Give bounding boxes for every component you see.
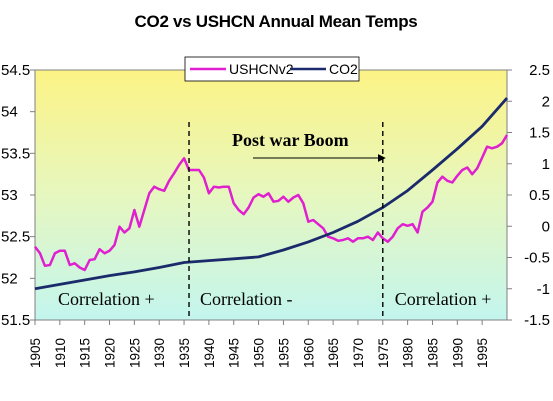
x-tick-label: 1995 bbox=[475, 338, 490, 368]
right-y-tick-label: 0.5 bbox=[529, 187, 550, 204]
x-tick-label: 1910 bbox=[53, 338, 68, 368]
left-y-tick-label: 52 bbox=[1, 270, 18, 287]
right-y-tick-label: 0 bbox=[542, 218, 550, 235]
x-tick-label: 1925 bbox=[127, 338, 142, 368]
x-tick-label: 1905 bbox=[28, 338, 43, 368]
x-tick-label: 1950 bbox=[252, 338, 267, 368]
x-tick-label: 1955 bbox=[276, 338, 291, 368]
x-tick-label: 1935 bbox=[177, 338, 192, 368]
left-y-tick-label: 53 bbox=[1, 187, 18, 204]
series-line-ushcn bbox=[34, 134, 509, 272]
right-y-tick-label: -1.5 bbox=[524, 312, 550, 329]
correlation-label: Correlation + bbox=[58, 289, 155, 309]
left-y-tick-label: 54.5 bbox=[1, 62, 30, 79]
right-y-axis: -1.5 -1 -0.5 0 0.5 1 1.5 2 2.5 bbox=[507, 62, 550, 329]
x-tick-label: 1970 bbox=[351, 338, 366, 368]
left-y-tick-label: 53.5 bbox=[1, 145, 30, 162]
x-tick-label: 1960 bbox=[301, 338, 316, 368]
legend-label-co2: CO2 bbox=[329, 61, 358, 77]
right-y-tick-label: -1 bbox=[537, 281, 550, 298]
annotation-layer: Post war Boom Correlation + Correlation - C… bbox=[58, 122, 491, 320]
legend: USHCNv2 CO2 bbox=[184, 56, 360, 82]
x-axis: 1905 1910 1915 1920 1925 1930 1935 1940 1945 1950… bbox=[28, 320, 490, 368]
left-y-axis: 51.5 52 52.5 53 53.5 54 54.5 bbox=[1, 62, 35, 329]
post-war-boom-label: Post war Boom bbox=[232, 130, 349, 150]
x-tick-label: 1915 bbox=[78, 338, 93, 368]
correlation-label: Correlation + bbox=[395, 289, 492, 309]
left-y-tick-label: 52.5 bbox=[1, 229, 30, 246]
left-y-tick-label: 51.5 bbox=[1, 312, 30, 329]
right-y-tick-label: 1.5 bbox=[529, 125, 550, 142]
x-tick-label: 1975 bbox=[376, 338, 391, 368]
x-tick-label: 1920 bbox=[103, 338, 118, 368]
x-tick-label: 1945 bbox=[227, 338, 242, 368]
x-tick-label: 1985 bbox=[425, 338, 440, 368]
x-tick-label: 1990 bbox=[450, 338, 465, 368]
right-y-tick-label: 2.5 bbox=[529, 62, 550, 79]
x-tick-label: 1965 bbox=[326, 338, 341, 368]
series-layer bbox=[34, 97, 509, 291]
chart-title: CO2 vs USHCN Annual Mean Temps bbox=[135, 12, 418, 31]
plot-area bbox=[34, 69, 508, 321]
x-tick-label: 1980 bbox=[401, 338, 416, 368]
x-tick-label: 1930 bbox=[152, 338, 167, 368]
left-y-tick-label: 54 bbox=[1, 104, 18, 121]
legend-label-ushcn: USHCNv2 bbox=[229, 61, 294, 77]
right-y-tick-label: -0.5 bbox=[524, 250, 550, 267]
right-y-tick-label: 1 bbox=[542, 156, 550, 173]
x-tick-label: 1940 bbox=[202, 338, 217, 368]
correlation-label: Correlation - bbox=[200, 289, 292, 309]
series-line-co2 bbox=[34, 97, 509, 291]
right-y-tick-label: 2 bbox=[542, 93, 550, 110]
